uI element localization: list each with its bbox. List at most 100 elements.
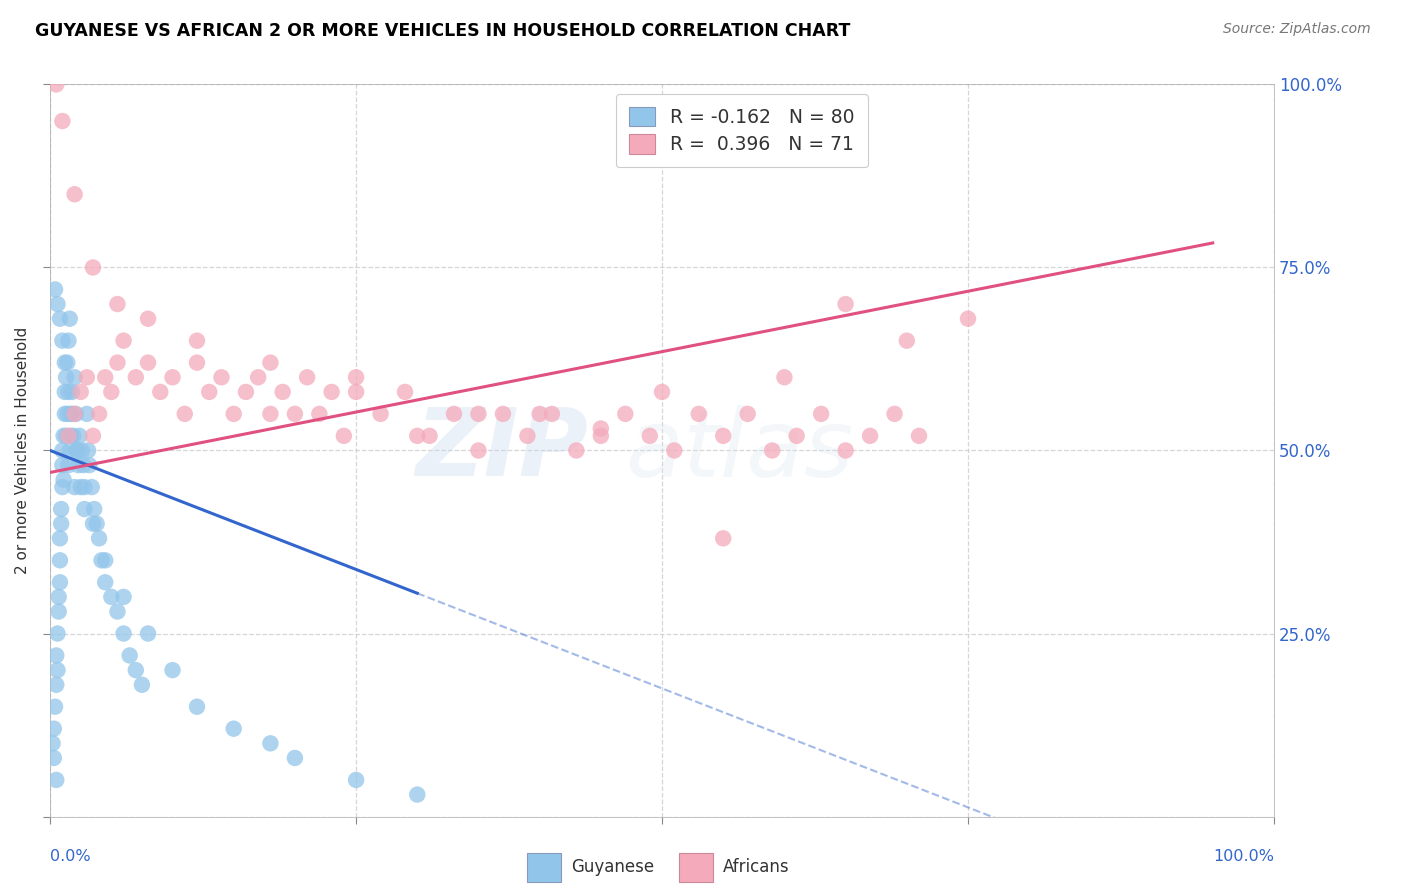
Point — [211, 370, 233, 384]
Point — [58, 458, 80, 472]
Point — [49, 575, 72, 590]
Point — [45, 678, 67, 692]
Point — [73, 480, 96, 494]
Point — [49, 502, 72, 516]
Point — [77, 443, 100, 458]
Point — [136, 356, 159, 370]
Point — [222, 407, 245, 421]
Point — [46, 297, 69, 311]
Point — [136, 311, 159, 326]
Point — [69, 384, 91, 399]
Point — [83, 502, 105, 516]
Point — [49, 311, 72, 326]
Point — [48, 590, 70, 604]
Point — [51, 114, 73, 128]
Point — [69, 429, 91, 443]
Point — [406, 429, 429, 443]
Point — [711, 532, 734, 546]
Point — [259, 407, 281, 421]
Point — [614, 407, 637, 421]
Point — [198, 384, 221, 399]
Point — [67, 458, 90, 472]
Point — [79, 458, 101, 472]
Text: GUYANESE VS AFRICAN 2 OR MORE VEHICLES IN HOUSEHOLD CORRELATION CHART: GUYANESE VS AFRICAN 2 OR MORE VEHICLES I… — [35, 22, 851, 40]
Text: 0.0%: 0.0% — [51, 849, 91, 863]
Point — [773, 370, 796, 384]
Point — [295, 370, 318, 384]
Point — [394, 384, 416, 399]
Point — [58, 384, 80, 399]
Point — [44, 282, 66, 296]
Point — [66, 443, 89, 458]
Point — [834, 297, 856, 311]
Text: atlas: atlas — [626, 405, 853, 496]
Point — [344, 772, 367, 787]
Point — [467, 407, 489, 421]
Point — [55, 370, 77, 384]
Point — [41, 736, 63, 750]
Point — [55, 429, 77, 443]
Point — [45, 772, 67, 787]
Point — [737, 407, 759, 421]
Point — [406, 788, 429, 802]
Point — [65, 407, 87, 421]
Point — [136, 626, 159, 640]
Point — [259, 356, 281, 370]
Point — [59, 311, 82, 326]
FancyBboxPatch shape — [679, 854, 713, 881]
Point — [186, 356, 208, 370]
Point — [51, 458, 73, 472]
Point — [761, 443, 783, 458]
Point — [60, 384, 83, 399]
Point — [52, 429, 75, 443]
Point — [651, 384, 673, 399]
Point — [222, 722, 245, 736]
Point — [247, 370, 270, 384]
Point — [370, 407, 392, 421]
Point — [565, 443, 588, 458]
Point — [66, 443, 89, 458]
Point — [834, 443, 856, 458]
Point — [45, 648, 67, 663]
Point — [63, 187, 86, 202]
Point — [53, 407, 76, 421]
Point — [63, 407, 86, 421]
Point — [53, 384, 76, 399]
Point — [664, 443, 686, 458]
Point — [443, 407, 465, 421]
Point — [90, 553, 112, 567]
Point — [786, 429, 808, 443]
Point — [859, 429, 882, 443]
Point — [76, 407, 98, 421]
FancyBboxPatch shape — [527, 854, 561, 881]
Point — [62, 429, 84, 443]
Point — [63, 480, 86, 494]
Point — [60, 407, 83, 421]
Point — [149, 384, 172, 399]
Point — [100, 384, 122, 399]
Point — [186, 699, 208, 714]
Point — [82, 516, 104, 531]
Point — [344, 384, 367, 399]
Point — [56, 407, 79, 421]
Point — [810, 407, 832, 421]
Point — [541, 407, 564, 421]
Point — [956, 311, 979, 326]
Point — [131, 678, 153, 692]
Point — [908, 429, 931, 443]
Point — [589, 429, 612, 443]
Point — [125, 370, 148, 384]
Point — [94, 370, 117, 384]
Point — [59, 443, 82, 458]
Point — [125, 663, 148, 677]
Point — [48, 605, 70, 619]
Point — [94, 575, 117, 590]
Point — [63, 370, 86, 384]
Legend: R = -0.162   N = 80, R =  0.396   N = 71: R = -0.162 N = 80, R = 0.396 N = 71 — [616, 94, 868, 168]
Point — [52, 473, 75, 487]
Point — [72, 458, 94, 472]
Point — [173, 407, 195, 421]
Point — [711, 429, 734, 443]
Point — [883, 407, 905, 421]
Point — [82, 260, 104, 275]
